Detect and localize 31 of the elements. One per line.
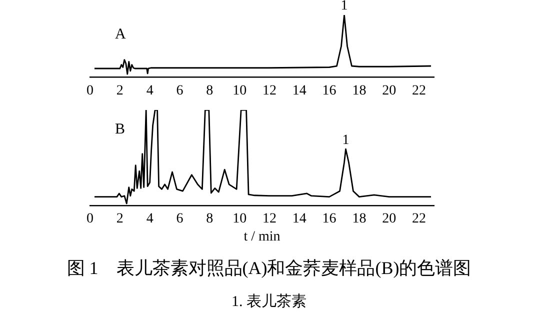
x-tick-label: 14	[292, 211, 306, 226]
x-tick-label: 0	[86, 211, 94, 226]
x-tick-label: 4	[146, 83, 154, 98]
text: 图 1 表儿茶素对照品(A)和金荞麦样品(B)的色谱图	[66, 257, 472, 280]
annotation: B	[115, 121, 126, 138]
x-tick-label: 6	[176, 211, 184, 226]
x-tick-label: 18	[352, 83, 366, 98]
x-tick-label: 16	[322, 83, 336, 98]
x-tick-label: 10	[232, 211, 247, 226]
x-tick-label: 12	[262, 211, 276, 226]
annotation: 1	[340, 0, 348, 14]
x-tick-label: 6	[176, 83, 184, 98]
x-tick-label: 12	[262, 83, 276, 98]
x-axis-title: t / min	[244, 229, 280, 244]
x-tick-label: 22	[412, 83, 426, 98]
x-tick-label: 22	[412, 211, 426, 226]
x-tick-label: 18	[352, 211, 366, 226]
x-tick-label: 4	[146, 211, 154, 226]
x-tick-label: 20	[382, 211, 396, 226]
x-tick-label: 14	[292, 83, 306, 98]
annotation: A	[115, 26, 126, 42]
x-tick-label: 0	[86, 83, 94, 98]
x-tick-label: 16	[322, 211, 336, 226]
x-tick-label: 8	[206, 211, 214, 226]
x-tick-label: 2	[116, 211, 124, 226]
text: 1. 表儿茶素	[230, 292, 308, 311]
x-tick-label: 8	[206, 83, 214, 98]
annotation: 1	[342, 132, 350, 148]
x-tick-label: 10	[232, 83, 247, 98]
x-tick-label: 2	[116, 83, 124, 98]
x-tick-label: 20	[382, 83, 396, 98]
